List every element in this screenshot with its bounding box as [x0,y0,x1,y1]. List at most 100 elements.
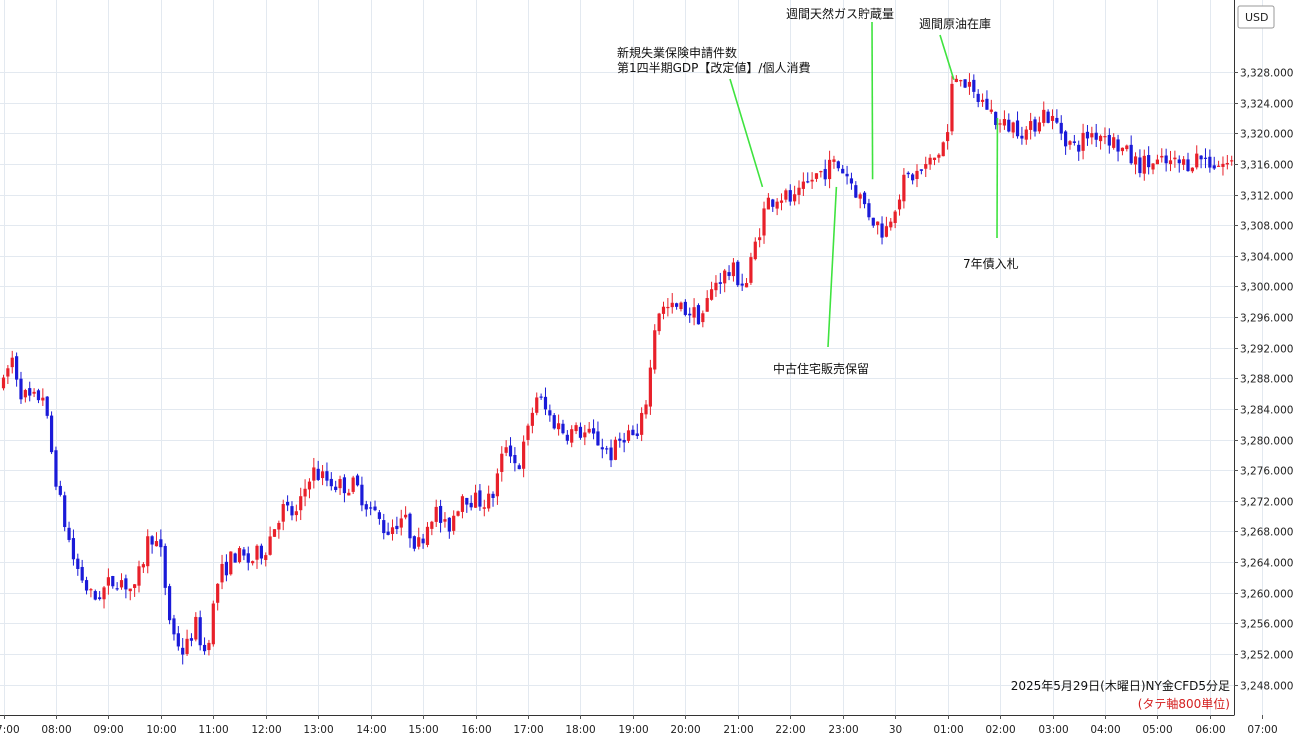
candle-body-up [570,429,574,443]
candle-body-down [911,174,915,181]
candle-body-down [1055,117,1059,123]
candle-body-down [447,517,451,532]
candle-body-down [565,434,569,441]
candle-body-up [705,298,709,312]
candle-body-down [28,388,32,396]
candle-body-up [758,237,762,241]
candle-body-down [172,618,176,635]
candle-body-down [233,553,237,563]
candle-body-up [744,283,749,288]
x-tick-label: 05:00 [1142,724,1172,736]
candle-body-up [819,171,823,173]
candle-body-up [294,511,298,516]
candle-body-up [583,432,587,438]
candle-body-down [167,586,172,621]
candle-body-down [1116,139,1120,152]
candle-body-up [827,159,832,180]
candle-body-up [154,541,159,547]
annotation-label: 新規失業保険申請件数 [617,45,737,60]
x-tick-label: 02:00 [985,724,1015,736]
candle-body-down [76,558,80,569]
candle-body-down [1129,144,1133,164]
candle-body-down [325,471,329,481]
candle-body-down [478,490,482,507]
candle-body-up [264,555,268,560]
candle-body-up [884,226,889,237]
candle-body-down [871,217,875,226]
candle-body-up [399,518,403,528]
candle-body-down [84,580,89,591]
candle-body-down [543,396,548,410]
candle-body-up [307,481,312,490]
candle-body-down [788,190,792,202]
candle-body-up [504,447,508,453]
currency-box[interactable] [1237,5,1275,29]
x-tick-label: 04:00 [1090,724,1120,736]
candle-body-down [823,169,827,180]
y-tick-label: 3,312.000 [1240,191,1293,203]
candle-body-up [1168,160,1173,165]
candle-body-up [893,211,897,224]
x-tick-label: 12:00 [251,724,281,736]
candle-body-down [93,591,97,600]
candle-body-up [460,496,465,512]
candle-body-up [456,511,460,516]
candle-body-down [963,79,967,88]
x-tick-label: 11:00 [198,724,228,736]
candle-body-up [889,221,893,228]
candle-body-up [1142,155,1146,174]
candle-body-down [548,410,552,416]
candle-body-up [897,199,902,210]
candle-body-up [312,467,316,481]
candle-body-down [1186,159,1190,172]
candle-body-up [556,423,561,430]
candle-body-up [1103,136,1107,138]
candle-body-up [281,504,285,522]
candle-body-up [251,561,255,564]
candle-body-down [98,597,102,600]
candle-body-down [438,505,443,523]
candle-body-up [1225,162,1229,165]
candle-body-down [1208,156,1212,168]
candle-body-up [535,397,539,413]
candle-body-down [696,305,701,325]
x-tick-label: 03:00 [1038,724,1068,736]
candle-body-up [272,529,277,537]
y-tick-label: 3,300.000 [1240,282,1293,294]
candle-body-up [1112,137,1116,148]
x-tick-label: 10:00 [146,724,176,736]
y-tick-label: 3,288.000 [1240,374,1293,386]
price-axis: 3,248.000 3,252.000 3,256.000 3,260.000 3,26… [1234,68,1293,693]
candle-body-down [880,223,884,238]
candle-body-down [1094,132,1098,140]
candle-body-down [181,647,185,655]
annotation-label: 週間原油在庫 [919,17,991,31]
candle-body-up [229,551,233,575]
candle-body-up [640,412,644,435]
candle-body-down [1046,111,1050,123]
y-tick-label: 3,316.000 [1240,160,1293,172]
candle-body-down [561,423,565,434]
candle-body-up [351,477,355,492]
candle-body-down [976,93,980,102]
candle-body-down [688,313,692,316]
candle-body-up [661,306,666,314]
candle-body-up [268,536,272,555]
candle-body-up [1011,122,1015,133]
candle-body-up [434,506,438,522]
candle-body-down [1064,131,1068,147]
candle-body-down [316,468,320,480]
candle-body-up [526,425,530,440]
candle-body-down [1020,135,1024,139]
chart-title: 2025年5月29日(木曜日)NY金CFD5分足 [1011,678,1230,693]
candle-body-up [207,642,211,651]
currency-label: USD [1245,11,1269,24]
candle-body-up [473,492,478,508]
candle-body-down [329,478,333,487]
candle-body-up [119,580,124,588]
candle-body-up [928,157,932,165]
candle-body-down [408,513,412,539]
candle-body-up [487,493,491,509]
